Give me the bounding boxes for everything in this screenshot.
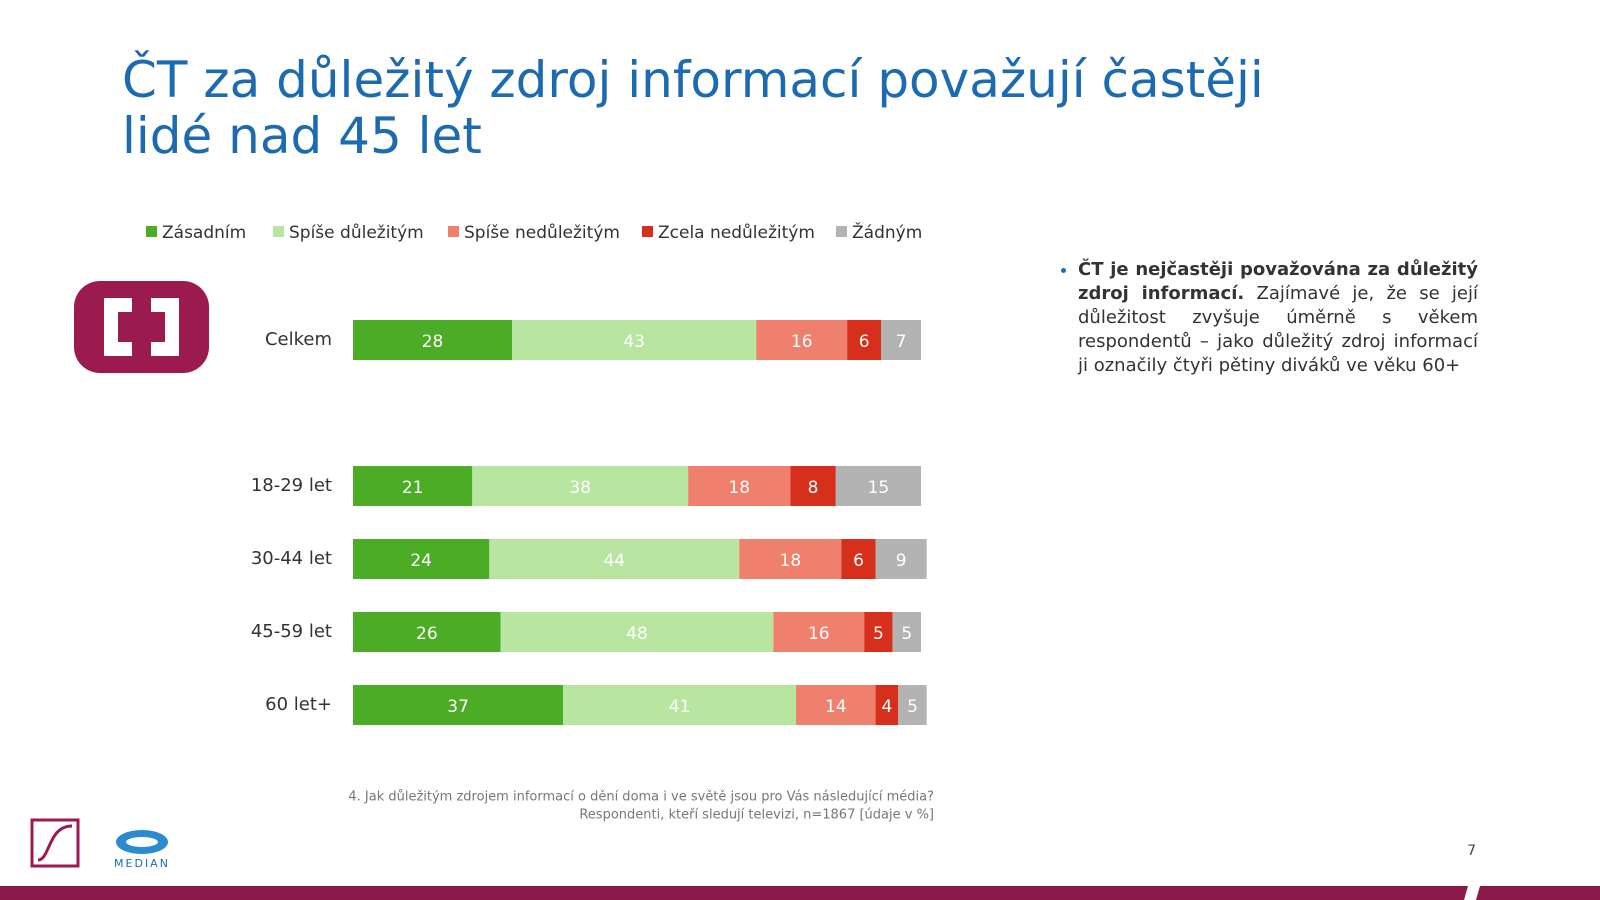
page-number: 7 xyxy=(1467,843,1476,859)
bar-segment xyxy=(835,466,921,506)
value-label: 5 xyxy=(901,624,912,644)
bullet: ČT je nejčastěji považována za důležitý … xyxy=(1078,258,1478,378)
legend-label: Žádným xyxy=(852,221,922,243)
bar-segment xyxy=(898,685,927,725)
legend-label: Spíše důležitým xyxy=(289,223,424,243)
value-label: 16 xyxy=(791,332,813,352)
bar-segment xyxy=(892,612,921,652)
footer-cut xyxy=(1464,886,1480,900)
bar-segment xyxy=(881,320,921,360)
value-label: 4 xyxy=(882,697,893,717)
bar-segment xyxy=(512,320,757,360)
value-label: 18 xyxy=(728,478,750,498)
legend-swatch xyxy=(448,226,459,237)
brand: MEDIAN xyxy=(114,857,170,870)
value-label: 43 xyxy=(623,332,645,352)
median-logo: MEDIAN xyxy=(114,830,170,870)
value-label: 5 xyxy=(907,697,918,717)
bar-segment xyxy=(790,466,836,506)
bar-segment xyxy=(353,612,501,652)
bar-segment xyxy=(688,466,791,506)
bar-segment xyxy=(756,320,848,360)
value-label: 9 xyxy=(896,551,907,571)
category-label: 45-59 let xyxy=(251,621,332,642)
value-label: 37 xyxy=(447,697,469,717)
commentary: ČT je nejčastěji považována za důležitý … xyxy=(1058,258,1478,378)
category-label: 30-44 let xyxy=(251,548,332,569)
value-label: 41 xyxy=(669,697,691,717)
legend-swatch xyxy=(836,226,847,237)
bar-segment xyxy=(472,466,689,506)
value-label: 14 xyxy=(825,697,847,717)
bar-segment xyxy=(875,685,899,725)
value-label: 18 xyxy=(780,551,802,571)
ct-logo xyxy=(74,281,209,373)
category-label: 60 let+ xyxy=(265,694,332,715)
bar-segment xyxy=(563,685,797,725)
bar-segment xyxy=(353,466,473,506)
value-label: 38 xyxy=(569,478,591,498)
slide-title: ČT za důležitý zdroj informací považují … xyxy=(122,51,1264,165)
category-label: Celkem xyxy=(265,329,332,350)
bullet-text: Zajímavé je, že se její důležitost zvyšu… xyxy=(1078,283,1478,376)
legend-swatch xyxy=(642,226,653,237)
value-label: 7 xyxy=(896,332,907,352)
value-label: 26 xyxy=(416,624,438,644)
value-label: 28 xyxy=(422,332,444,352)
bar-segment xyxy=(864,612,893,652)
value-label: 15 xyxy=(868,478,890,498)
value-label: 24 xyxy=(410,551,432,571)
value-label: 21 xyxy=(402,478,424,498)
category-label: 18-29 let xyxy=(251,475,332,496)
bar-segment xyxy=(489,539,740,579)
bar-segment xyxy=(875,539,927,579)
legend-swatch xyxy=(146,226,157,237)
footnote: 4. Jak důležitým zdrojem informací o děn… xyxy=(348,790,934,805)
bullet-bold: ČT je nejčastěji považována za důležitý … xyxy=(1078,259,1478,304)
bar-segment xyxy=(353,320,513,360)
value-label: 48 xyxy=(626,624,648,644)
value-label: 6 xyxy=(853,551,864,571)
bar-segment xyxy=(796,685,876,725)
value-label: 6 xyxy=(859,332,870,352)
legend-label: Zásadním xyxy=(162,223,246,243)
value-label: 8 xyxy=(808,478,819,498)
bar-segment xyxy=(773,612,865,652)
legend-label: Zcela nedůležitým xyxy=(658,223,815,243)
bar-segment xyxy=(739,539,842,579)
bar-segment xyxy=(353,685,564,725)
value-label: 16 xyxy=(808,624,830,644)
value-label: 5 xyxy=(873,624,884,644)
bar-segment xyxy=(847,320,882,360)
value-label: 44 xyxy=(603,551,625,571)
bar-segment xyxy=(353,539,490,579)
legend-swatch xyxy=(273,226,284,237)
sts-logo xyxy=(30,818,80,868)
legend-label: Spíše nedůležitým xyxy=(464,223,620,243)
bar-segment xyxy=(500,612,774,652)
bar-segment xyxy=(841,539,876,579)
footer-band xyxy=(0,886,1600,900)
footnote: Respondenti, kteří sledují televizi, n=1… xyxy=(579,808,934,823)
